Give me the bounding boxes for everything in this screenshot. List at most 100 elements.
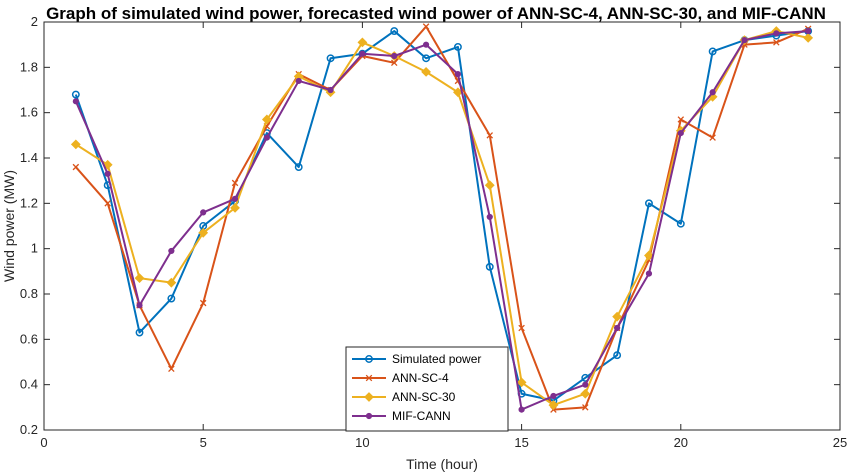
data-point-mif-cann — [200, 209, 207, 216]
legend-marker — [364, 392, 374, 402]
data-point-mif-cann — [391, 52, 398, 60]
legend-label: MIF-CANN — [392, 409, 451, 423]
y-tick-label: 0.6 — [20, 331, 38, 346]
x-tick-label: 0 — [40, 435, 47, 450]
y-tick-label: 1.2 — [20, 195, 38, 210]
data-point-mif-cann — [773, 30, 780, 37]
data-point-ann-sc-4 — [390, 59, 398, 67]
data-point-mif-cann — [518, 406, 525, 413]
data-point-simulated-power — [135, 328, 144, 337]
legend-marker — [365, 355, 373, 363]
data-point-ann-sc-30 — [484, 180, 495, 191]
legend-item: ANN-SC-4 — [352, 371, 449, 385]
series-line-mif-cann — [74, 30, 809, 411]
data-point-mif-cann — [327, 86, 334, 94]
data-point-mif-cann — [295, 77, 302, 85]
y-axis: 0.2 0.4 0.6 0.8 1 1.2 1.4 1.6 1.8 2 — [20, 14, 840, 437]
data-point-ann-sc-4 — [72, 163, 80, 171]
legend-marker — [365, 412, 373, 420]
y-tick-label: 0.4 — [20, 377, 38, 392]
y-tick-label: 1.6 — [20, 105, 38, 120]
x-tick-label: 5 — [200, 435, 207, 450]
data-point-ann-sc-30 — [548, 400, 559, 410]
data-point-ann-sc-4 — [677, 116, 685, 123]
data-point-mif-cann — [709, 89, 716, 96]
data-point-mif-cann — [168, 247, 175, 255]
data-point-ann-sc-4 — [773, 39, 780, 46]
data-point-simulated-power — [485, 262, 494, 271]
data-point-mif-cann — [359, 50, 366, 57]
data-point-mif-cann — [645, 270, 653, 277]
legend-item: ANN-SC-30 — [352, 390, 456, 404]
y-tick-label: 2 — [31, 14, 38, 29]
data-point-simulated-power — [71, 90, 80, 99]
x-tick-label: 20 — [674, 435, 688, 450]
data-point-mif-cann — [72, 98, 79, 105]
data-point-mif-cann — [741, 37, 748, 44]
data-point-simulated-power — [613, 351, 622, 360]
data-point-ann-sc-4 — [104, 200, 111, 207]
legend-item: Simulated power — [352, 352, 481, 366]
legend-label: ANN-SC-30 — [392, 390, 456, 404]
data-point-mif-cann — [136, 302, 143, 309]
data-point-ann-sc-30 — [134, 273, 145, 284]
y-tick-label: 1.8 — [20, 59, 38, 74]
data-point-mif-cann — [454, 71, 462, 78]
data-point-simulated-power — [167, 294, 176, 303]
series-layer — [70, 23, 814, 413]
data-point-ann-sc-4 — [518, 324, 525, 332]
data-point-mif-cann — [677, 129, 684, 137]
x-tick-label: 15 — [514, 435, 528, 450]
data-point-ann-sc-30 — [644, 250, 654, 261]
data-point-ann-sc-30 — [357, 37, 368, 48]
data-point-ann-sc-4 — [486, 132, 494, 139]
legend-label: Simulated power — [392, 352, 481, 366]
data-point-simulated-power — [676, 219, 685, 228]
legend-label: ANN-SC-4 — [392, 371, 449, 385]
data-point-ann-sc-30 — [516, 377, 527, 388]
data-point-simulated-power — [294, 163, 303, 172]
data-point-simulated-power — [708, 47, 717, 56]
data-point-simulated-power — [645, 199, 653, 208]
data-point-mif-cann — [582, 381, 589, 388]
data-point-ann-sc-4 — [199, 299, 207, 307]
data-point-ann-sc-4 — [422, 23, 430, 30]
data-point-ann-sc-30 — [166, 277, 177, 288]
legend-marker — [365, 374, 373, 382]
data-point-mif-cann — [614, 324, 621, 332]
chart-title: Graph of simulated wind power, forecaste… — [46, 4, 826, 23]
x-tick-label: 25 — [833, 435, 847, 450]
data-point-ann-sc-30 — [261, 114, 272, 125]
y-tick-label: 1.4 — [20, 150, 38, 165]
data-point-ann-sc-30 — [612, 311, 623, 322]
x-axis: 0 5 10 15 20 25 — [40, 22, 847, 450]
data-point-ann-sc-30 — [580, 388, 591, 399]
data-point-mif-cann — [422, 41, 430, 48]
data-point-ann-sc-4 — [168, 365, 175, 373]
data-point-ann-sc-4 — [231, 179, 239, 187]
data-point-ann-sc-30 — [198, 227, 209, 238]
y-tick-label: 0.8 — [20, 286, 38, 301]
legend-item: MIF-CANN — [352, 409, 451, 423]
x-axis-label: Time (hour) — [406, 456, 478, 472]
data-point-ann-sc-4 — [709, 134, 716, 141]
series-line-ann-sc-4 — [75, 25, 809, 411]
data-point-mif-cann — [263, 134, 270, 141]
data-point-mif-cann — [805, 27, 812, 35]
data-point-simulated-power — [453, 42, 462, 51]
data-point-ann-sc-30 — [70, 139, 81, 150]
data-point-mif-cann — [550, 392, 557, 400]
y-tick-label: 0.2 — [20, 422, 38, 437]
x-tick-label: 10 — [355, 435, 369, 450]
data-point-ann-sc-30 — [803, 32, 814, 43]
data-point-ann-sc-30 — [230, 202, 240, 213]
data-point-simulated-power — [326, 54, 335, 63]
legend: Simulated power ANN-SC-4 ANN-SC-30 MIF-CANN — [345, 346, 509, 432]
data-point-ann-sc-30 — [421, 66, 431, 77]
series-mif-cann — [72, 27, 812, 413]
data-point-ann-sc-4 — [582, 404, 589, 411]
y-tick-label: 1 — [31, 241, 38, 256]
data-point-simulated-power — [390, 27, 399, 36]
data-point-simulated-power — [422, 54, 431, 63]
